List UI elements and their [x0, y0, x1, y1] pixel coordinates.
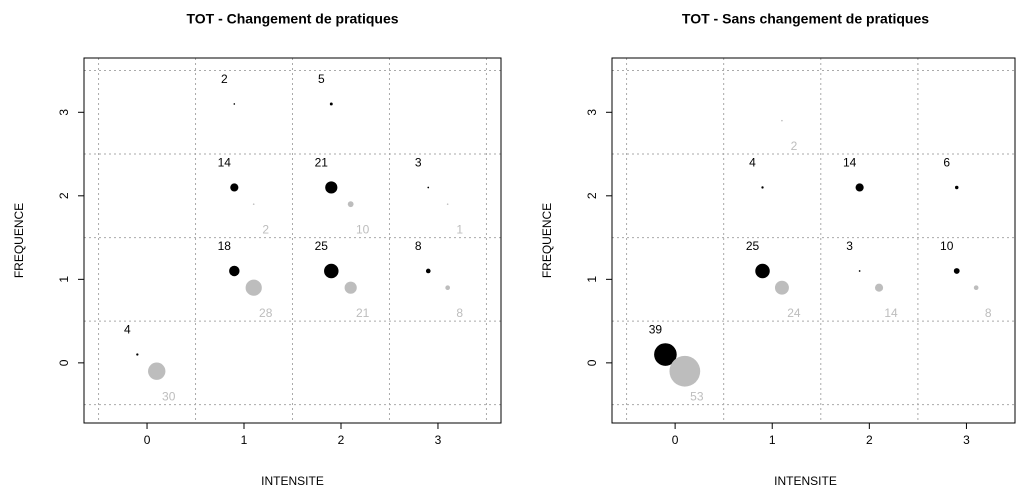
x-tick-label: 0 [672, 433, 679, 447]
plot-frame [611, 57, 1016, 424]
y-tick-label: 0 [57, 359, 71, 366]
bubble [347, 201, 354, 208]
y-tick-label: 3 [585, 109, 599, 116]
x-tick-label: 2 [338, 433, 345, 447]
bubble-label: 14 [843, 156, 857, 170]
y-tick-label: 2 [585, 192, 599, 199]
bubble-label: 24 [787, 306, 801, 320]
bubble-label: 4 [124, 323, 131, 337]
bubble [445, 285, 450, 291]
bubble [973, 285, 979, 291]
bubble-label: 2 [262, 222, 269, 236]
x-tick-label: 3 [435, 433, 442, 447]
y-tick-label: 2 [57, 192, 71, 199]
x-axis-label: INTENSITE [261, 474, 324, 488]
bubble [344, 281, 357, 294]
bubble-label: 21 [356, 306, 370, 320]
bubble [858, 270, 861, 272]
bubble-label: 53 [690, 389, 704, 403]
x-axis-label: INTENSITE [774, 474, 837, 488]
y-tick-label: 1 [57, 276, 71, 283]
y-tick-label: 3 [57, 109, 71, 116]
bubble [245, 279, 262, 296]
bubble [325, 181, 338, 194]
bubble [148, 362, 166, 380]
y-tick-label: 0 [585, 359, 599, 366]
bubble-label: 39 [649, 323, 663, 337]
bubble [654, 343, 677, 366]
plot-frame [83, 57, 502, 424]
bubble [425, 268, 431, 274]
bubble [761, 186, 764, 189]
bubble-label: 10 [356, 222, 370, 236]
bubble [874, 283, 884, 292]
chart-title: TOT - Sans changement de pratiques [682, 11, 929, 27]
bubble-label: 18 [218, 239, 232, 253]
bubble-label: 2 [221, 72, 228, 86]
bubble [324, 263, 339, 279]
bubble-label: 3 [846, 239, 853, 253]
y-axis-label: FREQUENCE [540, 203, 554, 278]
bubble-label: 14 [218, 156, 232, 170]
bubble-label: 8 [415, 239, 422, 253]
bubble-label: 25 [746, 239, 760, 253]
bubble-label: 21 [315, 156, 329, 170]
bubble-label: 8 [985, 306, 992, 320]
bubble-label: 2 [791, 139, 798, 153]
y-axis-label: FREQUENCE [12, 203, 26, 278]
bubble-label: 25 [315, 239, 329, 253]
x-tick-label: 1 [241, 433, 248, 447]
bubble [229, 265, 240, 277]
bubble-label: 30 [162, 389, 176, 403]
bubble [427, 186, 430, 189]
bubble-label: 3 [415, 156, 422, 170]
bubble-label: 5 [318, 72, 325, 86]
bubble [136, 353, 139, 356]
bubble-label: 14 [884, 306, 898, 320]
bubble [446, 203, 449, 205]
bubble [774, 280, 789, 295]
bubble [329, 102, 333, 106]
x-tick-label: 0 [144, 433, 151, 447]
bubble [669, 355, 701, 387]
bubble-label: 6 [943, 156, 950, 170]
bubble [252, 203, 255, 205]
bubble [233, 103, 236, 105]
x-tick-label: 1 [769, 433, 776, 447]
bubble-label: 8 [456, 306, 463, 320]
bubble-label: 10 [940, 239, 954, 253]
bubble-label: 28 [259, 306, 273, 320]
y-tick-label: 1 [585, 276, 599, 283]
x-tick-label: 3 [963, 433, 970, 447]
x-tick-label: 2 [866, 433, 873, 447]
bubble [755, 263, 770, 279]
bubble-label: 1 [456, 222, 463, 236]
bubble [781, 119, 783, 122]
chart-title: TOT - Changement de pratiques [186, 11, 398, 27]
bubble [230, 183, 239, 192]
bubble-label: 4 [749, 156, 756, 170]
bubble [855, 183, 864, 192]
bubble [954, 185, 959, 190]
bubble [953, 268, 960, 274]
